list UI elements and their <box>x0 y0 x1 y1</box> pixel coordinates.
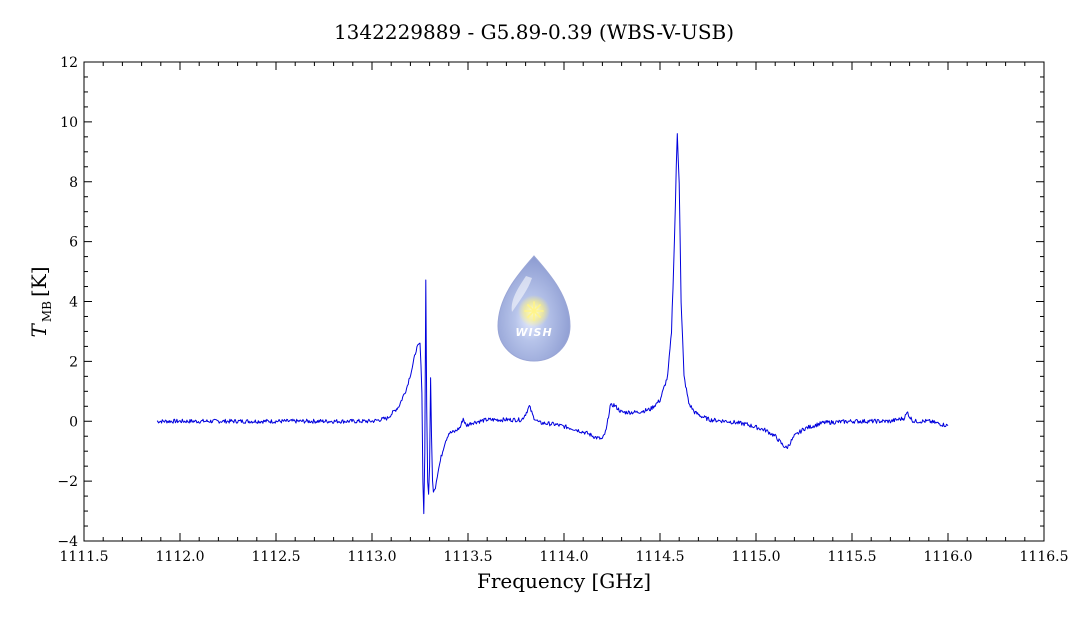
y-tick-label: 6 <box>69 235 78 251</box>
y-tick-label: 10 <box>60 115 78 131</box>
x-tick-label: 1115.0 <box>732 549 781 565</box>
x-tick-label: 1112.5 <box>252 549 301 565</box>
x-tick-label: 1113.5 <box>444 549 493 565</box>
y-axis-label-sub: MB <box>40 301 54 322</box>
y-tick-label: 12 <box>60 55 78 71</box>
x-axis-tick-labels: 1111.5 1112.0 1112.5 1113.0 1113.5 1114.0 1114… <box>60 549 1068 565</box>
wish-logo-text: WISH <box>515 326 552 339</box>
x-axis-label: Frequency [GHz] <box>477 569 651 593</box>
y-tick-label: 8 <box>69 175 78 191</box>
y-axis-label-unit: [K] <box>27 267 51 298</box>
chart-title: 1342229889 - G5.89-0.39 (WBS-V-USB) <box>334 20 734 44</box>
x-axis-ticks <box>83 62 1045 541</box>
y-tick-label: 0 <box>69 414 78 430</box>
wish-drop-highlight <box>511 276 532 312</box>
wish-logo: WISH <box>497 255 571 362</box>
y-axis-label-main: T <box>27 323 51 338</box>
x-tick-label: 1116.0 <box>924 549 973 565</box>
y-axis-label: TMB [K] <box>27 267 54 338</box>
x-tick-label: 1111.5 <box>60 549 109 565</box>
wish-star-icon <box>524 301 544 321</box>
y-tick-label: −2 <box>57 474 78 490</box>
y-tick-label: −4 <box>57 534 78 550</box>
x-tick-label: 1115.5 <box>828 549 877 565</box>
y-axis-ticks <box>84 61 1044 542</box>
x-tick-label: 1112.0 <box>156 549 205 565</box>
spectrum-line <box>156 133 949 515</box>
x-tick-label: 1114.5 <box>636 549 685 565</box>
series-layer <box>156 133 949 515</box>
y-tick-label: 4 <box>69 295 78 311</box>
x-tick-label: 1116.5 <box>1020 549 1068 565</box>
y-tick-label: 2 <box>69 354 78 370</box>
x-tick-label: 1114.0 <box>540 549 589 565</box>
y-axis-tick-labels: −4 −2 0 2 4 6 8 10 12 <box>57 55 78 550</box>
x-tick-label: 1113.0 <box>348 549 397 565</box>
